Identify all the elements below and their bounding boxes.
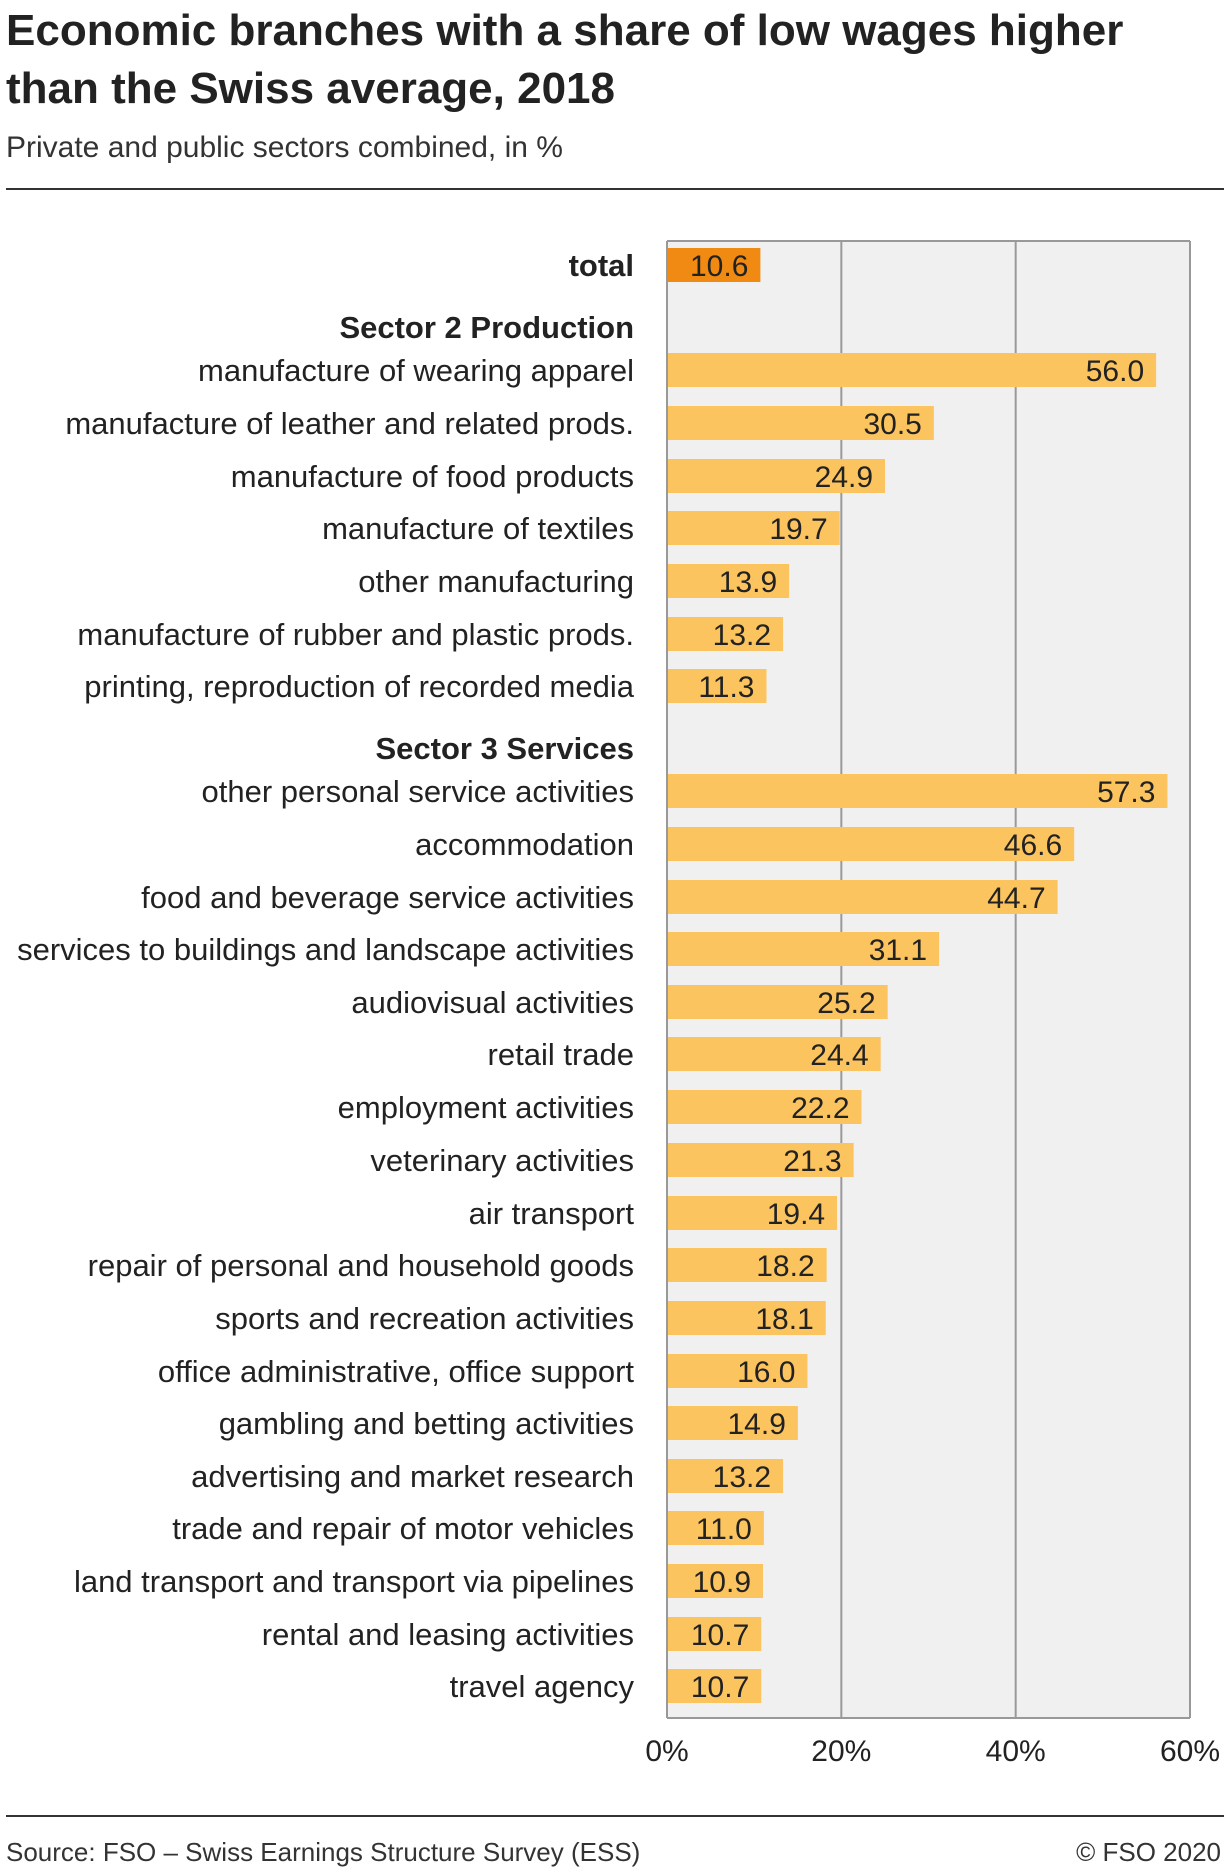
bar bbox=[668, 827, 1075, 861]
category-label: sports and recreation activities bbox=[215, 1301, 634, 1336]
category-label: trade and repair of motor vehicles bbox=[172, 1511, 634, 1546]
value-label: 19.4 bbox=[767, 1198, 825, 1231]
value-label: 44.7 bbox=[987, 882, 1045, 915]
category-label: veterinary activities bbox=[370, 1143, 634, 1178]
bar bbox=[668, 1406, 798, 1440]
chart-title: Economic branches with a share of low wa… bbox=[6, 6, 1124, 113]
value-label: 22.2 bbox=[791, 1092, 849, 1125]
bar bbox=[668, 1564, 764, 1598]
category-label: repair of personal and household goods bbox=[88, 1248, 634, 1283]
bar bbox=[668, 1669, 762, 1703]
value-label: 13.2 bbox=[713, 1461, 771, 1494]
value-label: 31.1 bbox=[869, 934, 927, 967]
value-label: 24.4 bbox=[810, 1039, 868, 1072]
x-tick-label: 40% bbox=[986, 1735, 1046, 1768]
value-label: 13.9 bbox=[719, 566, 777, 599]
bar bbox=[668, 1248, 827, 1282]
value-label: 18.2 bbox=[756, 1250, 814, 1283]
x-tick-label: 60% bbox=[1160, 1735, 1220, 1768]
category-label: audiovisual activities bbox=[351, 985, 634, 1020]
chart-subtitle: Private and public sectors combined, in … bbox=[6, 131, 563, 164]
category-label: rental and leasing activities bbox=[262, 1617, 634, 1652]
bar bbox=[668, 1459, 784, 1493]
copyright-note: © FSO 2020 bbox=[1076, 1837, 1221, 1867]
source-note: Source: FSO – Swiss Earnings Structure S… bbox=[6, 1837, 641, 1867]
total-bar bbox=[668, 248, 761, 282]
bar bbox=[668, 353, 1157, 387]
category-label: services to buildings and landscape acti… bbox=[17, 932, 634, 967]
category-label: food and beverage service activities bbox=[141, 880, 634, 915]
value-label: 57.3 bbox=[1097, 776, 1155, 809]
category-label: manufacture of textiles bbox=[322, 511, 634, 546]
category-label: other manufacturing bbox=[358, 564, 634, 599]
value-label: 13.2 bbox=[713, 619, 771, 652]
x-tick-label: 20% bbox=[811, 1735, 871, 1768]
value-label: 21.3 bbox=[783, 1145, 841, 1178]
bar bbox=[668, 932, 940, 966]
bar bbox=[668, 617, 784, 651]
bar-chart: 0% 20% 40% 60% total 10.6 Sector 2 Production m… bbox=[17, 240, 1220, 1768]
category-label: retail trade bbox=[488, 1037, 634, 1072]
bar bbox=[668, 1037, 881, 1071]
bar bbox=[668, 880, 1058, 914]
value-label: 11.3 bbox=[698, 671, 754, 704]
category-label: printing, reproduction of recorded media bbox=[84, 669, 634, 704]
value-label: 10.9 bbox=[693, 1566, 751, 1599]
category-label: land transport and transport via pipelin… bbox=[74, 1564, 634, 1599]
bar bbox=[668, 1301, 826, 1335]
category-label: manufacture of food products bbox=[231, 459, 634, 494]
value-label: 24.9 bbox=[815, 461, 873, 494]
value-label: 19.7 bbox=[769, 513, 827, 546]
category-label: accommodation bbox=[415, 827, 634, 862]
bar bbox=[668, 1617, 762, 1651]
bar bbox=[668, 1511, 764, 1545]
value-label: 10.6 bbox=[690, 250, 748, 283]
category-label: travel agency bbox=[450, 1669, 635, 1704]
category-label: air transport bbox=[469, 1196, 635, 1231]
bar bbox=[668, 1143, 854, 1177]
category-label: advertising and market research bbox=[191, 1459, 634, 1494]
bar bbox=[668, 1196, 838, 1230]
bar bbox=[668, 511, 840, 545]
bar bbox=[668, 1090, 862, 1124]
bar bbox=[668, 406, 934, 440]
bar bbox=[668, 669, 767, 703]
value-label: 30.5 bbox=[863, 408, 921, 441]
category-label: other personal service activities bbox=[202, 774, 634, 809]
bar bbox=[668, 564, 790, 598]
bottom-divider bbox=[6, 1815, 1224, 1817]
value-label: 11.0 bbox=[696, 1513, 752, 1546]
value-label: 46.6 bbox=[1004, 829, 1062, 862]
sector-heading: Sector 3 Services bbox=[375, 731, 634, 766]
sector-heading: Sector 2 Production bbox=[339, 310, 634, 345]
value-label: 14.9 bbox=[727, 1408, 785, 1441]
category-label: office administrative, office support bbox=[158, 1354, 635, 1389]
category-label: manufacture of wearing apparel bbox=[198, 353, 634, 388]
value-label: 10.7 bbox=[691, 1671, 749, 1704]
bar bbox=[668, 774, 1168, 808]
bar bbox=[668, 1354, 808, 1388]
value-label: 18.1 bbox=[755, 1303, 813, 1336]
category-label: gambling and betting activities bbox=[219, 1406, 634, 1441]
top-divider bbox=[6, 188, 1224, 190]
bar bbox=[668, 985, 888, 1019]
x-tick-label: 0% bbox=[645, 1735, 688, 1768]
value-label: 10.7 bbox=[691, 1619, 749, 1652]
value-label: 25.2 bbox=[817, 987, 875, 1020]
category-label: manufacture of rubber and plastic prods. bbox=[77, 617, 634, 652]
bar bbox=[668, 459, 886, 493]
category-label: employment activities bbox=[338, 1090, 634, 1125]
value-label: 56.0 bbox=[1086, 355, 1144, 388]
value-label: 16.0 bbox=[737, 1356, 795, 1389]
category-label: manufacture of leather and related prods… bbox=[65, 406, 634, 441]
total-label: total bbox=[569, 248, 634, 283]
